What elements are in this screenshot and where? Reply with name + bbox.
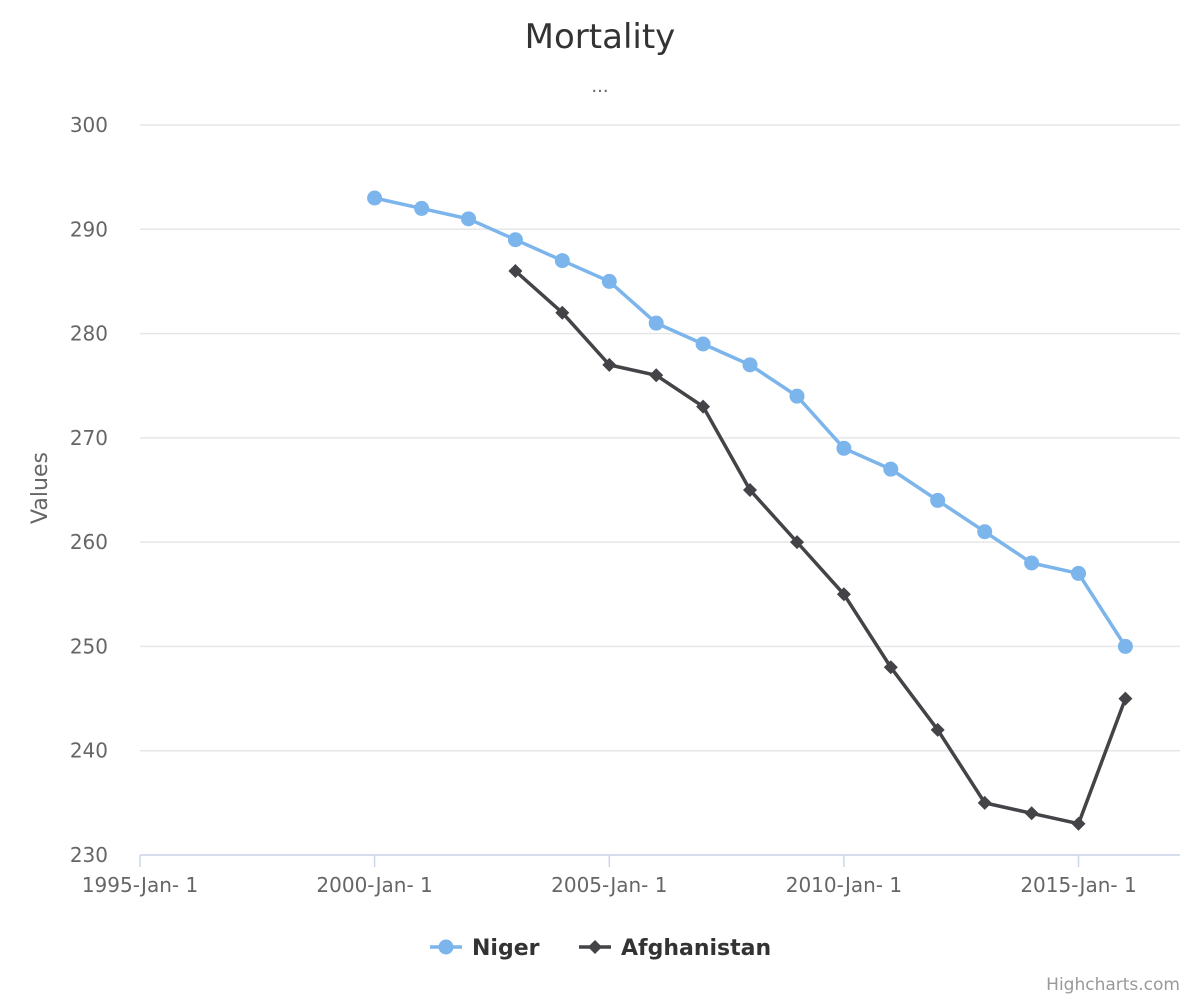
data-point[interactable] [883, 660, 898, 675]
data-point[interactable] [1071, 565, 1087, 581]
y-tick-label: 230 [70, 843, 108, 867]
data-point[interactable] [1117, 638, 1133, 654]
data-point[interactable] [1118, 691, 1133, 706]
data-point[interactable] [883, 461, 899, 477]
series-line [374, 196, 1127, 648]
data-point[interactable] [1024, 806, 1039, 821]
data-point[interactable] [836, 440, 852, 456]
data-point[interactable] [742, 483, 757, 497]
data-point[interactable] [930, 722, 945, 737]
data-point[interactable] [601, 273, 617, 289]
chart-subtitle: ... [591, 76, 608, 97]
data-point[interactable] [367, 190, 383, 206]
y-tick-label: 290 [70, 217, 108, 241]
data-point[interactable] [461, 211, 477, 227]
x-tick-label: 2005-Jan- 1 [551, 873, 667, 897]
legend[interactable]: Niger Afghanistan [430, 936, 771, 961]
data-point[interactable] [414, 200, 430, 216]
data-point[interactable] [555, 305, 570, 320]
data-point[interactable] [695, 336, 711, 352]
data-point[interactable] [930, 492, 946, 508]
series-afghanistan [508, 264, 1133, 831]
y-axis-ticks: 230 240 250 260 270 280 290 300 [70, 113, 108, 867]
data-point[interactable] [554, 253, 570, 269]
legend-item-afghanistan[interactable]: Afghanistan [579, 936, 771, 961]
series [367, 190, 1133, 831]
chart-title: Mortality [525, 17, 676, 57]
legend-label: Niger [472, 936, 540, 961]
data-point[interactable] [507, 232, 523, 248]
x-axis: 1995-Jan- 1 2000-Jan- 1 2005-Jan- 1 2010-Ja… [82, 854, 1180, 897]
credits-link[interactable]: Highcharts.com [1046, 975, 1180, 995]
y-tick-label: 270 [70, 426, 108, 450]
data-point[interactable] [1024, 555, 1040, 571]
grid [140, 124, 1180, 856]
data-point[interactable] [836, 587, 851, 602]
x-tick-label: 2010-Jan- 1 [786, 873, 902, 897]
x-tick-label: 1995-Jan- 1 [82, 873, 198, 897]
data-point[interactable] [742, 357, 758, 373]
x-tick-label: 2000-Jan- 1 [316, 873, 432, 897]
x-tick-label: 2015-Jan- 1 [1020, 873, 1136, 897]
data-point[interactable] [1071, 816, 1086, 831]
legend-circle-marker [438, 939, 454, 955]
y-axis-title: Values [28, 452, 53, 524]
y-tick-label: 250 [70, 634, 108, 658]
data-point[interactable] [790, 535, 805, 550]
legend-label: Afghanistan [621, 936, 771, 961]
y-tick-label: 240 [70, 739, 108, 763]
y-tick-label: 300 [70, 113, 108, 137]
data-point[interactable] [649, 368, 664, 383]
legend-diamond-marker [588, 940, 602, 954]
data-point[interactable] [508, 264, 523, 278]
series-niger [367, 190, 1133, 654]
data-point[interactable] [977, 524, 993, 540]
y-tick-label: 260 [70, 530, 108, 554]
series-line [514, 269, 1128, 826]
data-point[interactable] [648, 315, 664, 331]
y-tick-label: 280 [70, 322, 108, 346]
legend-item-niger[interactable]: Niger [430, 936, 540, 961]
data-point[interactable] [602, 357, 617, 372]
data-point[interactable] [789, 388, 805, 404]
data-point[interactable] [696, 399, 711, 414]
data-point[interactable] [977, 795, 992, 810]
